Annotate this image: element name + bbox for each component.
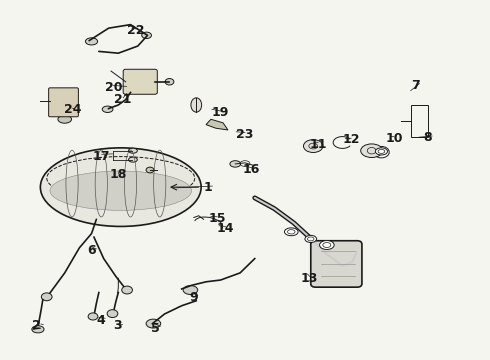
Ellipse shape [102,106,113,112]
Ellipse shape [361,144,383,157]
Ellipse shape [85,38,98,45]
Ellipse shape [142,32,151,39]
Ellipse shape [107,310,118,318]
Ellipse shape [58,115,72,123]
Polygon shape [206,119,228,130]
FancyBboxPatch shape [49,88,78,117]
Text: 22: 22 [127,24,145,37]
Text: 16: 16 [243,163,260,176]
Text: 19: 19 [212,106,229,120]
Text: 15: 15 [208,212,226,225]
Text: 21: 21 [115,93,132,106]
Ellipse shape [375,148,388,155]
Ellipse shape [88,313,98,320]
Ellipse shape [183,285,198,294]
Text: 17: 17 [93,149,110,163]
Text: 10: 10 [385,132,403,145]
Ellipse shape [41,293,52,301]
Text: 1: 1 [203,181,212,194]
Ellipse shape [303,140,323,153]
Ellipse shape [40,148,201,226]
Text: 7: 7 [411,79,419,92]
Text: 5: 5 [151,322,160,335]
Ellipse shape [319,240,334,249]
FancyBboxPatch shape [311,241,362,287]
Text: 13: 13 [301,272,318,285]
Text: 18: 18 [110,168,127,181]
Ellipse shape [146,319,161,328]
Ellipse shape [146,167,154,173]
Ellipse shape [32,326,44,333]
Text: 9: 9 [189,291,197,304]
Text: 14: 14 [217,222,234,235]
Ellipse shape [191,98,202,112]
Ellipse shape [285,228,298,236]
Text: 12: 12 [343,134,360,147]
Text: 6: 6 [88,244,96,257]
Ellipse shape [122,286,132,294]
Text: 4: 4 [97,314,105,327]
Text: 3: 3 [114,319,122,332]
Ellipse shape [128,148,137,153]
Text: 11: 11 [309,138,327,151]
Ellipse shape [230,161,241,167]
Ellipse shape [165,78,174,85]
FancyBboxPatch shape [123,69,157,94]
Text: 8: 8 [423,131,432,144]
Ellipse shape [305,235,317,243]
Text: 23: 23 [236,128,254,141]
Ellipse shape [128,157,137,162]
Text: 24: 24 [64,103,81,117]
Text: 20: 20 [105,81,122,94]
Ellipse shape [374,147,389,158]
Text: 2: 2 [32,319,41,332]
Ellipse shape [50,171,192,210]
